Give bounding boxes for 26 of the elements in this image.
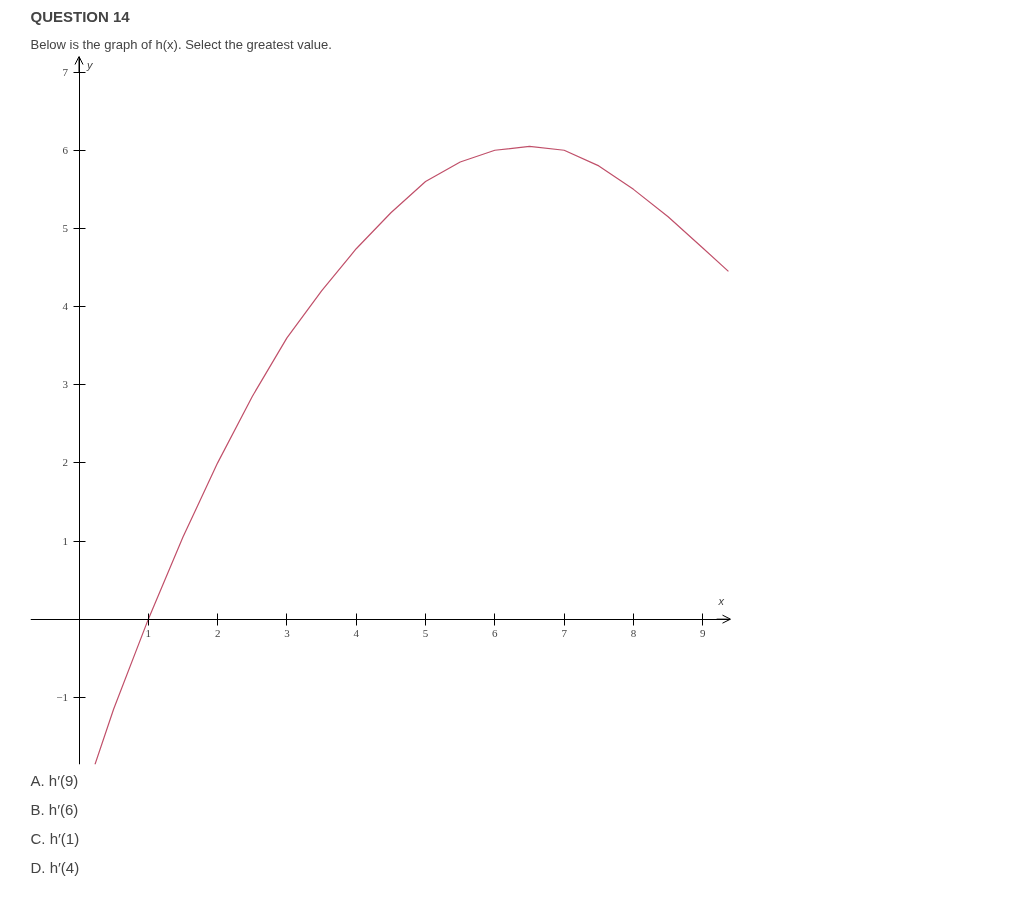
x-tick-label: 8 <box>630 627 637 640</box>
text: D. h′(4) <box>30 858 80 876</box>
x-tick-label: 4 <box>353 627 360 640</box>
x-tick-label: 9 <box>700 627 707 640</box>
y-tick-label: 2 <box>62 456 69 469</box>
x-tick-label: 6 <box>492 627 499 640</box>
text: C. h′(1) <box>30 829 80 847</box>
chart-subtitle: Below is the graph of h(x). Select the greatest value. <box>30 36 332 52</box>
chart-title: QUESTION 14 <box>30 7 131 25</box>
y-tick-label: −1 <box>56 690 69 703</box>
y-tick-label: 1 <box>62 534 69 547</box>
y-tick-label: 3 <box>62 378 69 391</box>
x-axis-title: x <box>717 595 725 608</box>
text: A. h′(9) <box>30 771 79 789</box>
x-tick-label: 3 <box>284 627 291 640</box>
x-tick-label: 7 <box>561 627 568 640</box>
text: B. h′(6) <box>30 800 79 818</box>
y-tick-label: 5 <box>62 221 69 234</box>
x-tick-label: 5 <box>422 627 429 640</box>
line-series <box>94 145 730 765</box>
x-tick-label: 1 <box>145 627 152 640</box>
x-tick-label: 2 <box>214 627 221 640</box>
y-axis-title: y <box>86 58 95 71</box>
y-tick-label: 4 <box>62 300 69 313</box>
y-tick-label: 7 <box>62 65 69 78</box>
y-tick-label: 6 <box>62 143 69 156</box>
